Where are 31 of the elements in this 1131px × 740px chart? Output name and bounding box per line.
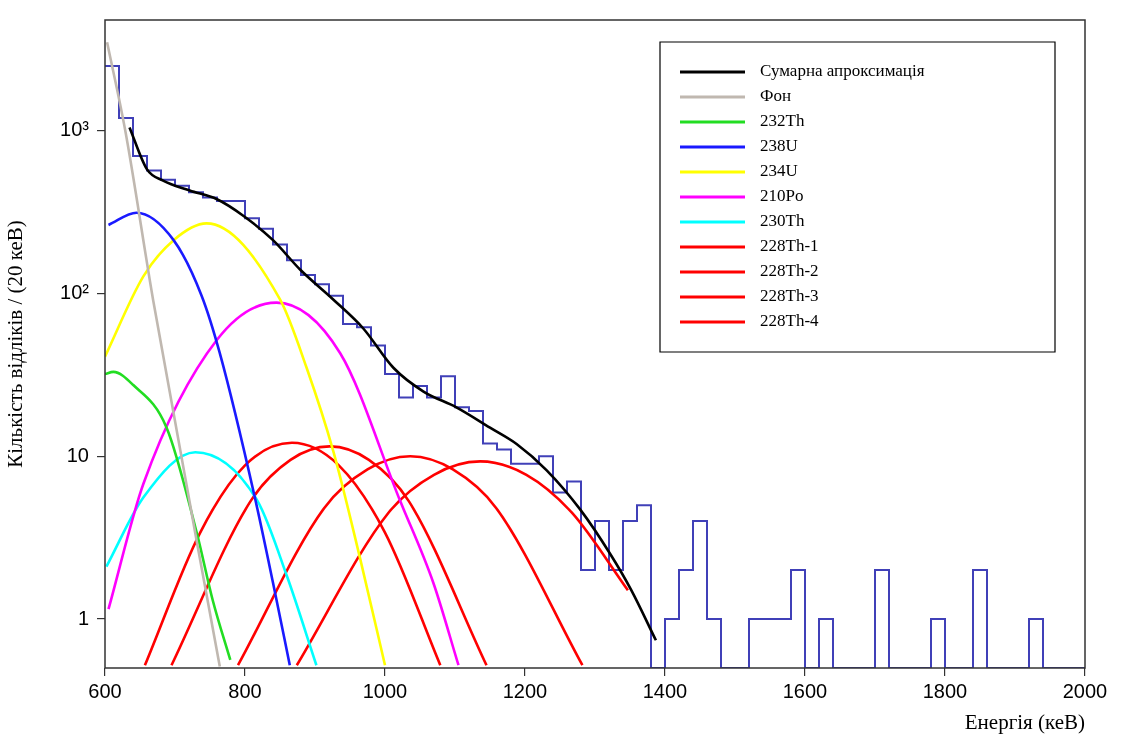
line-series	[107, 301, 460, 667]
y-tick-label: 10³	[60, 118, 90, 141]
y-tick-label: 10²	[60, 281, 90, 304]
legend-label: 228Th-4	[760, 311, 820, 331]
legend-label: 230Th	[760, 211, 805, 231]
line-series	[105, 41, 222, 668]
line-series	[105, 222, 387, 667]
legend-label: 228Th-3	[760, 286, 819, 306]
legend-label: 238U	[760, 136, 798, 156]
line-series	[105, 450, 318, 667]
y-axis-title: Кількість відліків / (20 кеВ)	[3, 220, 28, 468]
legend-label: Фон	[760, 86, 792, 106]
x-tick-label: 600	[88, 679, 122, 702]
x-tick-label: 1400	[642, 679, 688, 702]
x-tick-label: 800	[228, 679, 262, 702]
y-tick-label: 1	[77, 606, 89, 629]
legend-label: 232Th	[760, 111, 805, 131]
x-tick-label: 1600	[782, 679, 828, 702]
line-series	[128, 126, 658, 642]
x-tick-label: 1000	[362, 679, 408, 702]
legend-label: 210Po	[760, 186, 804, 206]
legend-label: 234U	[760, 161, 798, 181]
legend-label: 228Th-1	[760, 236, 819, 256]
y-tick-label: 10	[66, 443, 89, 466]
legend-label: Сумарна апроксимація	[760, 61, 925, 81]
x-tick-label: 2000	[1062, 679, 1108, 702]
legend-label: 228Th-2	[760, 261, 819, 281]
line-series	[107, 211, 292, 667]
x-tick-label: 1200	[502, 679, 548, 702]
x-axis-title: Енергія (кеВ)	[964, 709, 1085, 734]
x-tick-label: 1800	[922, 679, 968, 702]
